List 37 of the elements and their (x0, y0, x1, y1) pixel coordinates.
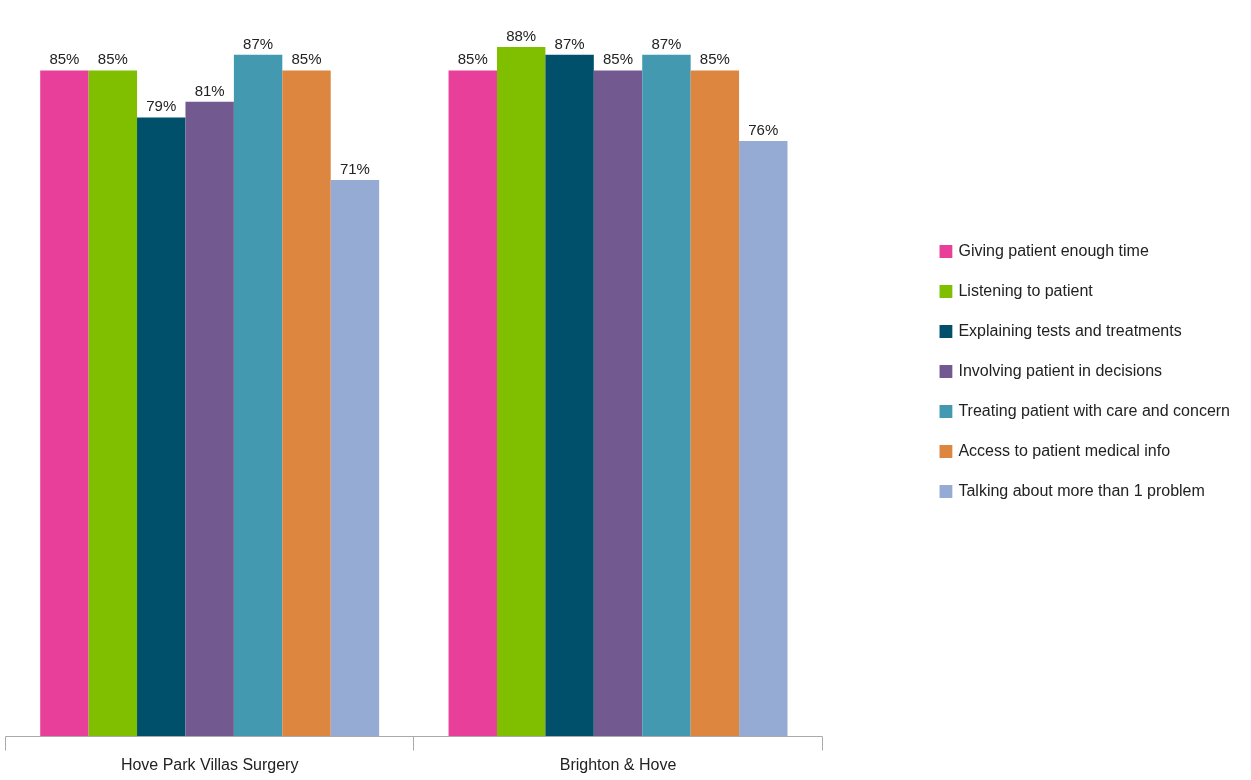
x-tick-label: Brighton & Hove (559, 755, 677, 773)
data-label: 81% (194, 81, 225, 99)
data-label: 87% (651, 34, 682, 52)
data-label: 71% (339, 160, 370, 178)
data-label: 85% (457, 50, 488, 68)
bar (690, 70, 740, 737)
bar (137, 117, 186, 737)
data-label: 88% (506, 26, 537, 44)
bar (642, 54, 691, 737)
data-label: 85% (291, 50, 322, 68)
legend-label: Access to patient medical info (958, 441, 1171, 460)
bar (282, 70, 331, 737)
data-label: 87% (243, 34, 274, 52)
bar (545, 54, 594, 737)
data-label: 85% (603, 50, 634, 68)
data-label: 85% (49, 50, 80, 68)
data-label: 85% (699, 50, 730, 68)
bar (233, 54, 283, 737)
bar (593, 70, 643, 737)
bar (40, 70, 89, 737)
data-label: 85% (97, 50, 128, 68)
bar (739, 140, 788, 737)
legend-label: Giving patient enough time (958, 241, 1149, 260)
legend-label: Involving patient in decisions (958, 361, 1163, 380)
data-label: 79% (146, 97, 177, 115)
bar (88, 70, 138, 737)
legend-label: Treating patient with care and concern (958, 401, 1230, 420)
bar (496, 46, 546, 737)
legend-label: Talking about more than 1 problem (958, 481, 1205, 500)
legend-label: Explaining tests and treatments (958, 321, 1182, 340)
x-tick-label: Hove Park Villas Surgery (120, 755, 299, 773)
bar (185, 101, 234, 737)
data-label: 76% (748, 120, 779, 138)
bar (448, 70, 497, 737)
bar (330, 180, 380, 737)
legend-label: Listening to patient (958, 281, 1093, 300)
data-label: 87% (554, 34, 585, 52)
